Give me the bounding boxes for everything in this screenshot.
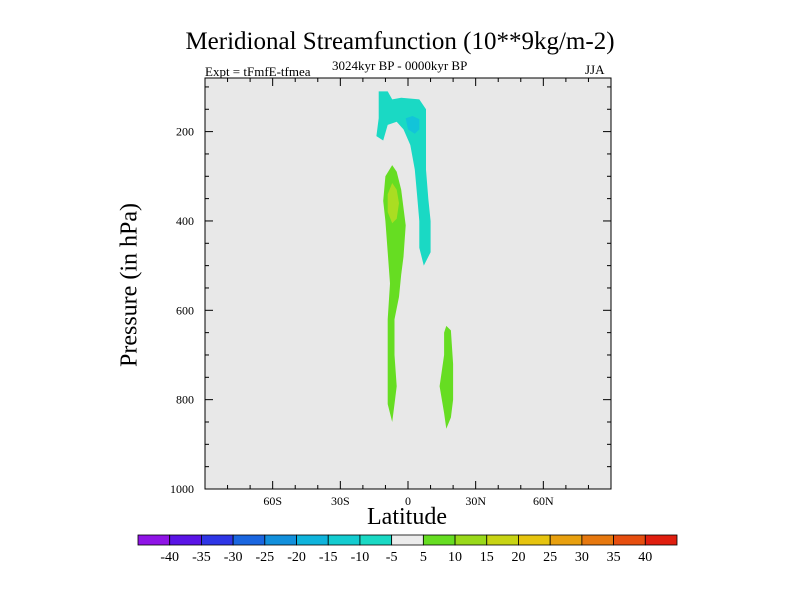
season-label: JJA [585, 62, 605, 77]
chart-title: Meridional Streamfunction (10**9kg/m-2) [185, 28, 615, 55]
colorbar-label: 5 [420, 550, 427, 565]
y-tick-label: 1000 [170, 482, 194, 496]
contour-regions [376, 91, 454, 429]
colorbar-label: -25 [255, 550, 274, 565]
colorbar-swatch [518, 534, 551, 546]
y-tick-label: 600 [176, 303, 194, 317]
colorbar-label: -20 [287, 550, 306, 565]
period-label: 3024kyr BP - 0000kyr BP [332, 58, 468, 73]
colorbar-swatch [232, 534, 266, 546]
colorbar-swatch [137, 534, 171, 546]
x-tick-label: 0 [405, 494, 411, 508]
colorbar-label: 35 [607, 550, 621, 565]
colorbar-label: -30 [224, 550, 243, 565]
x-axis-label: Latitude [367, 504, 447, 530]
colorbar-swatch [201, 534, 234, 546]
colorbar-label: 15 [480, 550, 494, 565]
colorbar-swatch [644, 534, 678, 546]
colorbar-label: -10 [351, 550, 370, 565]
x-tick-label: 60N [533, 494, 554, 508]
x-tick-label: 60S [263, 494, 282, 508]
colorbar-swatch [169, 534, 202, 546]
colorbar-swatch [581, 534, 614, 546]
colorbar-swatch [264, 534, 297, 546]
colorbar-swatch [359, 534, 393, 546]
colorbar-swatch [613, 534, 646, 546]
y-tick-label: 400 [176, 214, 194, 228]
plot-background [205, 78, 611, 489]
colorbar-swatch [422, 534, 456, 546]
experiment-label: Expt = tFmfE-tfmea [205, 64, 311, 79]
y-tick-label: 800 [176, 393, 194, 407]
colorbar-label: -5 [386, 550, 398, 565]
negative-inner-cell-region [405, 116, 420, 134]
colorbar-label: 30 [575, 550, 589, 565]
colorbar-label: -40 [160, 550, 179, 565]
y-tick-label: 200 [176, 125, 194, 139]
colorbar-label: 25 [543, 550, 557, 565]
colorbar-label: -15 [319, 550, 338, 565]
axis-ticks: 60S 30S 0 30N 60N 200 400 600 800 1000 [170, 78, 611, 508]
colorbar-swatch [391, 534, 424, 546]
colorbar-label: 10 [448, 550, 462, 565]
negative-upper-cell-region [376, 91, 431, 266]
colorbar-label: -35 [192, 550, 211, 565]
x-tick-label: 30N [465, 494, 486, 508]
colorbar-swatch [549, 534, 583, 546]
x-tick-label: 30S [331, 494, 350, 508]
colorbar-label: 40 [638, 550, 652, 565]
positive-lower-cell-equator-region [383, 165, 406, 422]
colorbar-label: 20 [511, 550, 525, 565]
colorbar: -40 -35 -30 -25 -20 -15 -10 -5 5 10 15 20 25 30 35 40 [137, 534, 678, 565]
positive-lower-cell-north-region [439, 325, 454, 429]
positive-inner-cell-region [387, 183, 399, 224]
colorbar-swatch [327, 534, 361, 546]
colorbar-swatch [296, 534, 329, 546]
colorbar-swatch [486, 534, 519, 546]
colorbar-swatch [454, 534, 488, 546]
